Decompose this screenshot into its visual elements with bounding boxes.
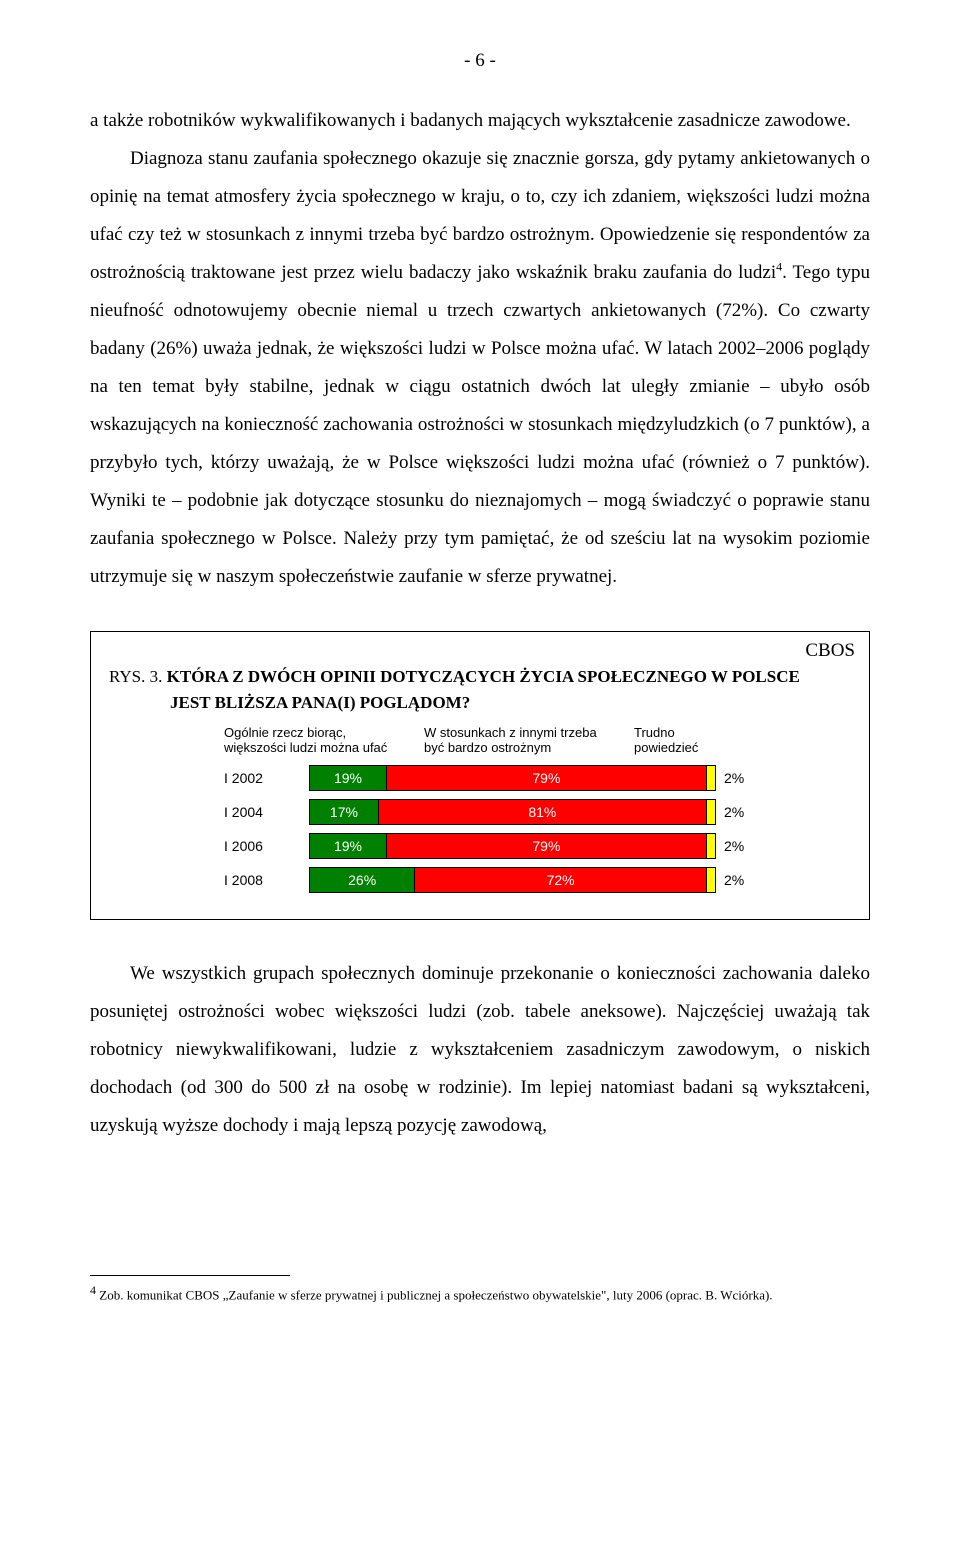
segment-trust: 26% <box>310 868 415 892</box>
caption-line1: KTÓRA Z DWÓCH OPINII DOTYCZĄCYCH ŻYCIA S… <box>167 667 800 686</box>
chart-area: Ogólnie rzecz biorąc,większości ludzi mo… <box>224 725 851 893</box>
paragraph-2: We wszystkich grupach społecznych dominu… <box>90 955 870 1145</box>
dk-percent-label: 2% <box>724 838 744 854</box>
legend-careful: W stosunkach z innymi trzebabyć bardzo o… <box>414 725 634 755</box>
legend-dontknow: Trudnopowiedzieć <box>634 725 698 755</box>
bar-track: 26%72% <box>309 867 716 893</box>
bar-row: I 200417%81% 2% <box>224 799 851 825</box>
caption-prefix: RYS. 3. <box>109 667 167 686</box>
caption-line2: JEST BLIŻSZA PANA(I) POGLĄDOM? <box>170 693 470 712</box>
cbos-label: CBOS <box>805 640 855 662</box>
segment-trust: 19% <box>310 766 387 790</box>
p1-part2a: Diagnoza stanu zaufania społecznego okaz… <box>90 148 870 283</box>
bar-row: I 200826%72% 2% <box>224 867 851 893</box>
segment-careful: 81% <box>379 800 707 824</box>
chart-container: CBOS RYS. 3. KTÓRA Z DWÓCH OPINII DOTYCZ… <box>90 631 870 920</box>
bar-row: I 200619%79% 2% <box>224 833 851 859</box>
segment-dontknow <box>707 834 715 858</box>
year-label: I 2008 <box>224 872 309 888</box>
footnote-separator <box>90 1275 290 1276</box>
chart-caption: RYS. 3. KTÓRA Z DWÓCH OPINII DOTYCZĄCYCH… <box>109 664 851 715</box>
bars-container: I 200219%79%2%I 200417%81%2%I 200619%79%… <box>224 765 851 893</box>
segment-careful: 79% <box>387 834 707 858</box>
page-number: - 6 - <box>90 50 870 72</box>
dk-percent-label: 2% <box>724 770 744 786</box>
bar-track: 19%79% <box>309 833 716 859</box>
bar-track: 19%79% <box>309 765 716 791</box>
p1-part2b: . Tego typu nieufność odnotowujemy obecn… <box>90 262 870 587</box>
year-label: I 2006 <box>224 838 309 854</box>
footnote-text: 4 Zob. komunikat CBOS „Zaufanie w sferze… <box>90 1282 870 1305</box>
dk-percent-label: 2% <box>724 804 744 820</box>
segment-dontknow <box>707 766 715 790</box>
p2-text: We wszystkich grupach społecznych dominu… <box>90 963 870 1136</box>
bar-track: 17%81% <box>309 799 716 825</box>
legend-trust: Ogólnie rzecz biorąc,większości ludzi mo… <box>224 725 414 755</box>
segment-dontknow <box>707 800 715 824</box>
year-label: I 2004 <box>224 804 309 820</box>
paragraph-1: a także robotników wykwalifikowanych i b… <box>90 102 870 596</box>
segment-careful: 72% <box>415 868 707 892</box>
dk-percent-label: 2% <box>724 872 744 888</box>
chart-legend: Ogólnie rzecz biorąc,większości ludzi mo… <box>224 725 851 755</box>
p1-part1: a także robotników wykwalifikowanych i b… <box>90 110 851 131</box>
segment-trust: 17% <box>310 800 379 824</box>
bar-row: I 200219%79% 2% <box>224 765 851 791</box>
segment-dontknow <box>707 868 715 892</box>
footnote-area: 4 Zob. komunikat CBOS „Zaufanie w sferze… <box>90 1275 870 1305</box>
segment-trust: 19% <box>310 834 387 858</box>
year-label: I 2002 <box>224 770 309 786</box>
segment-careful: 79% <box>387 766 707 790</box>
